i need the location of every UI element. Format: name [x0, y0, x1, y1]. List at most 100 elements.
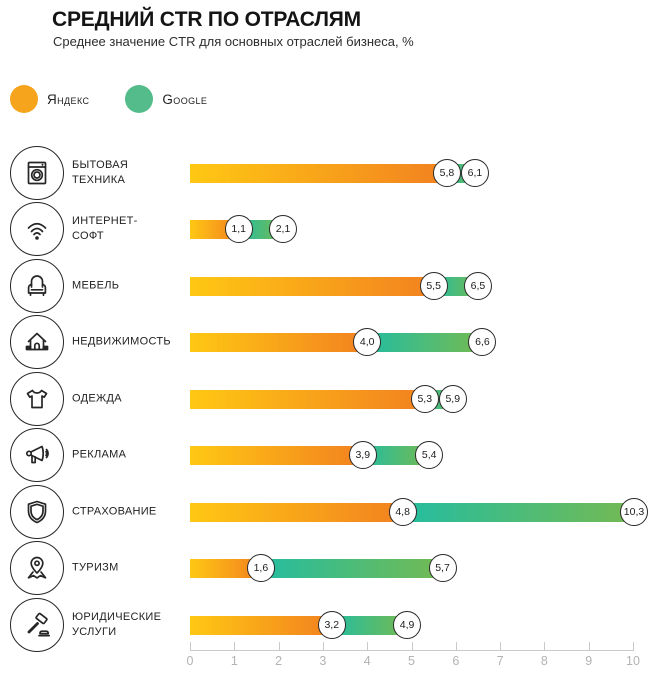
- chart-row: ЮРИДИЧЕСКИЕ УСЛУГИ 3,2 4,9: [0, 597, 651, 653]
- bar: 3,9 5,4: [190, 441, 651, 469]
- axis-tick: [411, 642, 413, 650]
- bar-segment-google: [367, 332, 483, 352]
- axis-tick-label: 2: [275, 654, 283, 668]
- category-icon-circle: [10, 259, 64, 313]
- wifi-icon: [21, 213, 53, 245]
- chart-row: БЫТОВАЯ ТЕХНИКА 5,8 6,1: [0, 145, 651, 201]
- category-icon-circle: [10, 146, 64, 200]
- category-icon-circle: [10, 202, 64, 256]
- category-label-line: МЕБЕЛЬ: [72, 279, 120, 292]
- axis-tick-label: 10: [626, 654, 640, 668]
- legend-label-google: Google: [162, 91, 208, 107]
- bar-segment-yandex: [190, 502, 403, 522]
- value-badge-yandex: 1,1: [224, 215, 253, 243]
- chart-row: ИНТЕРНЕТ- СОФТ 1,1 2,1: [0, 201, 651, 257]
- bar-segment-yandex: [190, 276, 434, 296]
- axis-tick-label: 0: [186, 654, 194, 668]
- category-label-line: УСЛУГИ: [72, 626, 117, 638]
- category-icon-circle: [10, 372, 64, 426]
- bar-segment-yandex: [190, 558, 261, 578]
- yandex-color-dot: [10, 85, 38, 113]
- bar-segment-yandex: [190, 332, 368, 352]
- bar-segment-google: [260, 558, 443, 578]
- axis-tick-label: 5: [408, 654, 415, 668]
- axis-tick: [322, 642, 324, 650]
- axis-tick-label: 4: [363, 654, 371, 668]
- axis-tick-label: 7: [496, 654, 504, 668]
- category-label-line: ИНТЕРНЕТ-: [72, 215, 138, 227]
- chart-row: НЕДВИЖИМОСТЬ 4,0 6,6: [0, 314, 651, 370]
- category-label-line: ТЕХНИКА: [72, 174, 126, 186]
- washer-icon: [21, 157, 53, 189]
- value-badge-google: 6,5: [463, 272, 492, 300]
- bar: 1,1 2,1: [190, 215, 651, 243]
- bar-segment-yandex: [190, 163, 447, 183]
- value-badge-google: 6,6: [468, 328, 497, 356]
- bar-segment-yandex: [190, 445, 363, 465]
- category-label: БЫТОВАЯ ТЕХНИКА: [72, 158, 128, 188]
- axis-tick: [588, 642, 590, 650]
- bar: 4,0 6,6: [190, 328, 651, 356]
- value-badge-google: 6,1: [460, 159, 489, 187]
- axis-tick: [633, 642, 634, 650]
- category-label-line: БЫТОВАЯ: [72, 159, 129, 171]
- bar: 3,2 4,9: [190, 611, 651, 639]
- x-axis: [190, 642, 634, 651]
- category-label: СТРАХОВАНИЕ: [72, 505, 157, 520]
- category-icon-circle: [10, 541, 64, 595]
- category-label-line: НЕДВИЖИМОСТЬ: [72, 335, 171, 348]
- category-label-line: РЕКЛАМА: [72, 448, 127, 461]
- category-icon-circle: [10, 598, 64, 652]
- legend: Яндекс Google: [10, 84, 207, 114]
- value-badge-yandex: 5,5: [419, 272, 448, 300]
- axis-tick: [234, 642, 236, 650]
- google-color-dot: [125, 85, 154, 113]
- value-badge-google: 4,9: [393, 611, 422, 639]
- value-badge-yandex: 4,8: [388, 498, 417, 526]
- chart-row: ОДЕЖДА 5,3 5,9: [0, 371, 651, 427]
- value-badge-google: 10,3: [620, 498, 648, 526]
- axis-tick: [367, 642, 369, 650]
- category-label: НЕДВИЖИМОСТЬ: [72, 335, 171, 350]
- house-icon: [21, 326, 53, 358]
- tshirt-icon: [21, 383, 53, 415]
- value-badge-yandex: 4,0: [353, 328, 382, 356]
- category-label-line: ОДЕЖДА: [72, 392, 122, 405]
- axis-tick: [455, 642, 457, 650]
- value-badge-google: 5,4: [415, 441, 444, 469]
- category-icon-circle: [10, 428, 64, 482]
- bar-segment-yandex: [190, 389, 425, 409]
- category-label-line: СОФТ: [72, 230, 104, 242]
- megaphone-icon: [21, 439, 53, 471]
- chart-row: СТРАХОВАНИЕ 4,8 10,3: [0, 484, 651, 540]
- map-pin-icon: [21, 552, 53, 584]
- value-badge-google: 5,7: [428, 554, 457, 582]
- bar-segment-yandex: [190, 615, 332, 635]
- gavel-icon: [21, 609, 53, 641]
- bar: 4,8 10,3: [190, 498, 651, 526]
- category-label: ОДЕЖДА: [72, 392, 122, 407]
- category-label-line: СТРАХОВАНИЕ: [72, 505, 157, 518]
- category-label: МЕБЕЛЬ: [72, 279, 119, 294]
- chart-subtitle: Среднее значение CTR для основных отрасл…: [53, 34, 414, 49]
- category-label: ИНТЕРНЕТ- СОФТ: [72, 214, 138, 244]
- category-icon-circle: [10, 485, 64, 539]
- bar: 5,5 6,5: [190, 272, 651, 300]
- armchair-icon: [21, 270, 53, 302]
- legend-label-yandex: Яндекс: [47, 91, 90, 107]
- bar-segment-google: [402, 502, 634, 522]
- chart-row: ТУРИЗМ 1,6 5,7: [0, 540, 651, 596]
- axis-tick-label: 3: [319, 654, 327, 668]
- bar: 5,3 5,9: [190, 385, 651, 413]
- bar-segment-google: [362, 445, 430, 465]
- chart-title: СРЕДНИЙ CTR ПО ОТРАСЛЯМ: [52, 8, 361, 31]
- value-badge-yandex: 3,9: [348, 441, 377, 469]
- axis-tick-label: 6: [452, 654, 460, 668]
- axis-tick: [500, 642, 502, 650]
- value-badge-yandex: 1,6: [246, 554, 275, 582]
- axis-tick-label: 1: [230, 654, 238, 668]
- category-label-line: ТУРИЗМ: [72, 561, 119, 574]
- category-label: ЮРИДИЧЕСКИЕ УСЛУГИ: [72, 610, 161, 640]
- value-badge-yandex: 3,2: [317, 611, 346, 639]
